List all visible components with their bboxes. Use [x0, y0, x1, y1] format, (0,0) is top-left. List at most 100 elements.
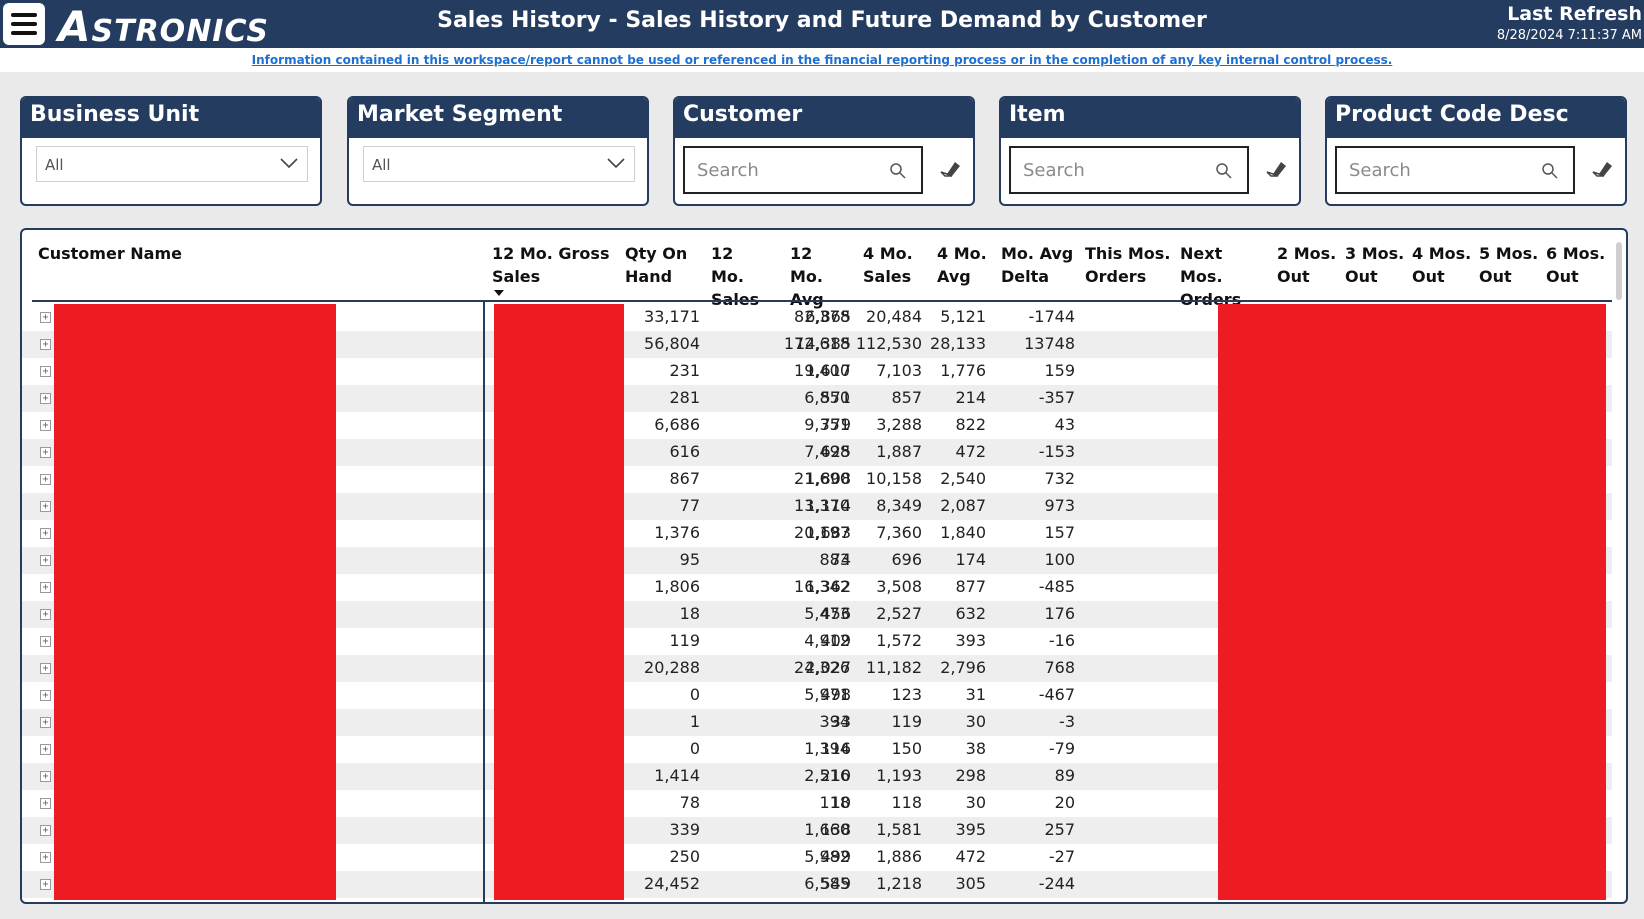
- col-header-3mos-out[interactable]: 3 Mos. Out: [1345, 244, 1405, 286]
- col-header-next-mos-orders[interactable]: Next Mos. Orders: [1180, 244, 1241, 309]
- disclaimer-link[interactable]: Information contained in this workspace/…: [251, 53, 1393, 67]
- table-row[interactable]: +119 4,912 409 1,572 393 -16: [22, 628, 1612, 655]
- table-cell: 298: [955, 766, 986, 785]
- slicer-title: Market Segment: [349, 98, 647, 138]
- dropdown-value: All: [45, 156, 64, 174]
- col-header-4mo-sales[interactable]: 4 Mo. Sales: [863, 244, 913, 286]
- table-cell: 1,572: [876, 631, 922, 650]
- table-cell: 118: [819, 793, 850, 812]
- search-icon[interactable]: [889, 162, 907, 180]
- col-header-qty-on-hand[interactable]: Qty On Hand: [625, 244, 688, 286]
- market-segment-dropdown[interactable]: All: [363, 146, 635, 182]
- col-header-4mo-avg[interactable]: 4 Mo. Avg: [937, 244, 987, 286]
- col-header-4mos-out[interactable]: 4 Mos. Out: [1412, 244, 1472, 286]
- table-cell: 877: [955, 577, 986, 596]
- col-header-12mo-sales[interactable]: 12 Mo. Sales: [711, 244, 759, 309]
- expand-row-icon[interactable]: +: [40, 825, 51, 836]
- expand-row-icon[interactable]: +: [40, 393, 51, 404]
- eraser-icon[interactable]: [1591, 158, 1613, 178]
- col-header-gross-sales[interactable]: 12 Mo. Gross Sales: [492, 244, 610, 286]
- table-row[interactable]: +1,806 16,342 1,362 3,508 877 -485: [22, 574, 1612, 601]
- search-icon[interactable]: [1541, 162, 1559, 180]
- expand-row-icon[interactable]: +: [40, 663, 51, 674]
- table-cell: 456: [820, 604, 851, 623]
- col-header-this-mos-orders[interactable]: This Mos. Orders: [1085, 244, 1171, 286]
- expand-row-icon[interactable]: +: [40, 717, 51, 728]
- table-cell: 119: [669, 631, 700, 650]
- table-cell: 1,617: [805, 361, 851, 380]
- sort-desc-icon: [494, 290, 504, 296]
- expand-row-icon[interactable]: +: [40, 690, 51, 701]
- expand-row-icon[interactable]: +: [40, 312, 51, 323]
- eraser-icon[interactable]: [1265, 158, 1287, 178]
- chevron-down-icon: [280, 158, 298, 169]
- table-row[interactable]: +0 5,971 498 123 31 -467: [22, 682, 1612, 709]
- col-header-2mos-out[interactable]: 2 Mos. Out: [1277, 244, 1337, 286]
- table-cell: 5,971: [804, 685, 850, 704]
- customer-search-input[interactable]: [697, 158, 877, 182]
- table-cell: 857: [891, 388, 922, 407]
- business-unit-dropdown[interactable]: All: [36, 146, 308, 182]
- table-row[interactable]: +33,171 82,378 6,865 20,484 5,121 -1744: [22, 304, 1612, 331]
- table-cell: 2,527: [876, 604, 922, 623]
- product-code-search-input[interactable]: [1349, 158, 1529, 182]
- slicer-market-segment: Market Segment All: [347, 96, 649, 206]
- table-cell: 78: [679, 793, 700, 812]
- search-icon[interactable]: [1215, 162, 1233, 180]
- expand-row-icon[interactable]: +: [40, 798, 51, 809]
- expand-row-icon[interactable]: +: [40, 447, 51, 458]
- col-header-12mo-avg[interactable]: 12 Mo. Avg: [790, 244, 824, 309]
- expand-row-icon[interactable]: +: [40, 609, 51, 620]
- item-search-input[interactable]: [1023, 158, 1203, 182]
- table-cell: 1,886: [876, 847, 922, 866]
- expand-row-icon[interactable]: +: [40, 420, 51, 431]
- table-cell: 472: [955, 442, 986, 461]
- eraser-icon[interactable]: [939, 158, 961, 178]
- table-cell: 7,360: [876, 523, 922, 542]
- item-search-box: [1009, 146, 1249, 194]
- table-row[interactable]: +6,686 9,351 779 3,288 822 43: [22, 412, 1612, 439]
- expand-row-icon[interactable]: +: [40, 501, 51, 512]
- table-row[interactable]: +867 21,690 1,808 10,158 2,540 732: [22, 466, 1612, 493]
- slicer-title: Product Code Desc: [1327, 98, 1625, 138]
- expand-row-icon[interactable]: +: [40, 771, 51, 782]
- expand-row-icon[interactable]: +: [40, 366, 51, 377]
- expand-row-icon[interactable]: +: [40, 852, 51, 863]
- expand-row-icon[interactable]: +: [40, 339, 51, 350]
- expand-row-icon[interactable]: +: [40, 582, 51, 593]
- frozen-column-divider: [483, 302, 485, 902]
- app-header: ASTRONICS Sales History - Sales History …: [0, 0, 1644, 51]
- col-header-mo-avg-delta[interactable]: Mo. Avg Delta: [1001, 244, 1074, 286]
- slicer-title: Business Unit: [22, 98, 320, 138]
- table-cell: 2,540: [940, 469, 986, 488]
- table-cell: 20: [1054, 793, 1075, 812]
- dropdown-value: All: [372, 156, 391, 174]
- table-row[interactable]: +231 19,400 1,617 7,103 1,776 159: [22, 358, 1612, 385]
- table-row[interactable]: +1,376 20,197 1,683 7,360 1,840 157: [22, 520, 1612, 547]
- table-cell: 30: [965, 712, 986, 731]
- table-cell: 16,342: [794, 577, 850, 596]
- table-cell: 2,087: [940, 496, 986, 515]
- table-cell: -357: [1038, 388, 1075, 407]
- menu-icon[interactable]: [3, 3, 45, 45]
- table-cell: 13,370: [794, 496, 850, 515]
- col-header-5mos-out[interactable]: 5 Mos. Out: [1479, 244, 1539, 286]
- table-cell: -16: [1048, 631, 1075, 650]
- col-header-6mos-out[interactable]: 6 Mos. Out: [1546, 244, 1606, 286]
- expand-row-icon[interactable]: +: [40, 744, 51, 755]
- col-header-customer-name[interactable]: Customer Name: [38, 244, 182, 263]
- table-cell: 172,618: [783, 334, 850, 353]
- table-row[interactable]: +0 1,394 116 150 38 -79: [22, 736, 1612, 763]
- expand-row-icon[interactable]: +: [40, 528, 51, 539]
- table-cell: 176: [1044, 604, 1075, 623]
- table-row[interactable]: +78 118 10 118 30 20: [22, 790, 1612, 817]
- expand-row-icon[interactable]: +: [40, 636, 51, 647]
- expand-row-icon[interactable]: +: [40, 474, 51, 485]
- table-row[interactable]: +250 5,982 499 1,886 472 -27: [22, 844, 1612, 871]
- expand-row-icon[interactable]: +: [40, 555, 51, 566]
- table-cell: -3: [1059, 712, 1075, 731]
- slicer-customer: Customer: [673, 96, 975, 206]
- table-scrollbar[interactable]: [1616, 242, 1622, 300]
- expand-row-icon[interactable]: +: [40, 879, 51, 890]
- table-cell: 123: [891, 685, 922, 704]
